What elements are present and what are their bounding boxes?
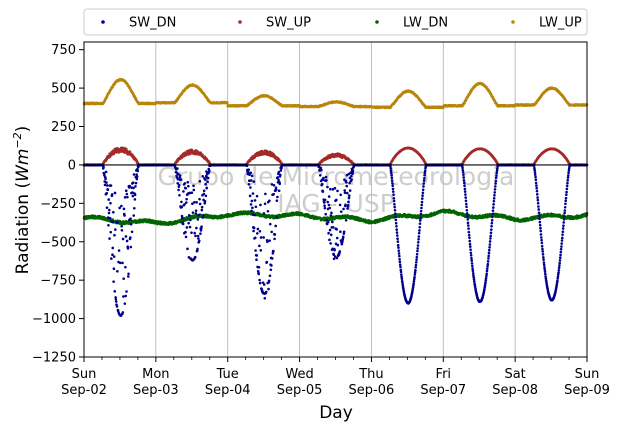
- point-lw_dn-476: [219, 216, 223, 220]
- point-sw_up-147: [124, 147, 128, 151]
- point-lw_up-499: [226, 101, 229, 104]
- watermark: Grupo de Micrometeorologia IAG - USP: [158, 162, 515, 218]
- legend-label-sw_up: SW_UP: [266, 16, 311, 31]
- legend-marker-sw_dn: [101, 20, 105, 24]
- legend-label-lw_up: LW_UP: [539, 16, 582, 31]
- watermark-line-1: Grupo de Micrometeorologia: [158, 162, 515, 191]
- legend-marker-sw_up: [238, 20, 242, 24]
- vertical-gridlines: [155, 42, 516, 357]
- point-sw_up-150: [125, 149, 129, 153]
- legend-label-lw_dn: LW_DN: [403, 16, 448, 31]
- point-sw_up-395: [196, 150, 199, 153]
- legend-marker-lw_up: [511, 20, 515, 24]
- point-sw_up-370: [189, 152, 192, 156]
- legend-frame: [83, 8, 588, 36]
- legend-label-sw_dn: SW_DN: [129, 16, 176, 31]
- point-lw_dn-100: [111, 218, 115, 221]
- legend-marker-lw_dn: [375, 20, 379, 24]
- legend: SW_DN SW_UP LW_DN LW_UP: [83, 8, 588, 36]
